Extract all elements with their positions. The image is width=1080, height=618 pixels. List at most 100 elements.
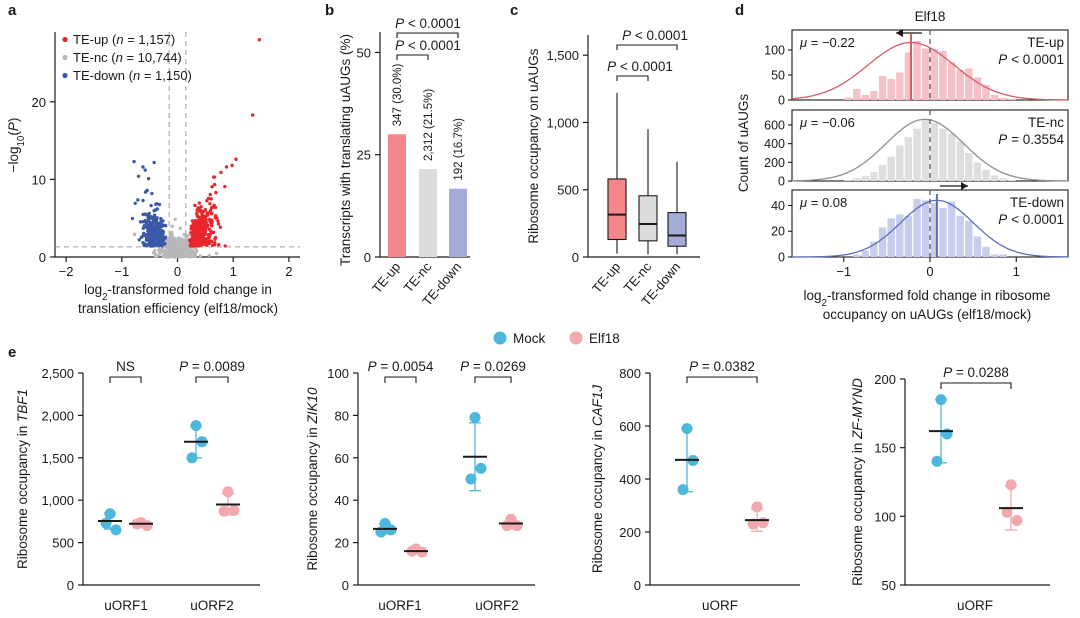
histogram-TE-nc: 0 200 400 600 μ = −0.06 TE-nc P = 0.3554 bbox=[764, 109, 1069, 189]
y-axis-title: Ribosome occupancy in CAF1J bbox=[590, 385, 605, 574]
histogram-bin bbox=[965, 152, 973, 181]
significance-bracket bbox=[109, 376, 142, 383]
data-point bbox=[199, 205, 203, 209]
p-value-label: P = 0.0269 bbox=[460, 359, 526, 374]
data-point bbox=[141, 165, 145, 169]
data-point bbox=[151, 220, 156, 224]
histogram-TE-up: 0 50 100 μ = −0.22 TE-up P < 0.0001 bbox=[764, 29, 1069, 108]
data-point bbox=[167, 246, 171, 251]
data-point bbox=[147, 236, 152, 240]
x-group-label: uORF1 bbox=[104, 598, 148, 613]
data-point bbox=[213, 235, 218, 240]
mock-data-point bbox=[100, 517, 112, 529]
data-point bbox=[157, 233, 161, 237]
p-value-label: P < 0.0001 bbox=[607, 59, 673, 74]
elf18-data-point bbox=[141, 520, 153, 532]
y-axis-title: Count of uAUGs bbox=[736, 94, 751, 193]
legend-label: Mock bbox=[513, 331, 546, 346]
legend-label: TE-down (n = 1,150) bbox=[73, 68, 192, 83]
data-point bbox=[207, 253, 211, 258]
histogram-bin bbox=[887, 156, 895, 181]
dot-plot-ZIK10: 0 20 40 60 80 100 Ribosome occupancy in ZIK10 P… bbox=[305, 359, 535, 613]
dot-plot-ZF-MYND: 50 100 150 200 Ribosome occupancy in ZF-MYND… bbox=[850, 365, 1050, 613]
data-point bbox=[205, 238, 210, 243]
histogram-bin bbox=[982, 246, 990, 257]
data-point bbox=[209, 206, 214, 210]
mock-data-point bbox=[385, 524, 397, 536]
data-point bbox=[174, 246, 179, 250]
data-point bbox=[150, 191, 154, 196]
mean-annotation: μ = −0.22 bbox=[799, 35, 855, 50]
data-point bbox=[257, 38, 262, 42]
histogram-bin bbox=[887, 79, 895, 100]
x-group-label: uORF2 bbox=[190, 598, 234, 613]
histogram-bin bbox=[852, 89, 861, 100]
y-tick-label: 1,500 bbox=[41, 451, 74, 466]
bar-TE-up bbox=[388, 134, 406, 257]
x-tick-label: 2 bbox=[285, 264, 292, 279]
y-axis-title: Ribosome occupancy in TBF1 bbox=[15, 389, 30, 569]
data-point bbox=[161, 232, 165, 236]
y-tick-label: 500 bbox=[52, 536, 74, 551]
elf18-data-point bbox=[1001, 506, 1013, 518]
data-point bbox=[148, 231, 152, 236]
data-point bbox=[189, 224, 194, 228]
data-point bbox=[214, 190, 218, 195]
histogram-bin bbox=[861, 175, 870, 181]
data-point bbox=[170, 224, 174, 228]
subplot-group-label: TE-down bbox=[1010, 195, 1064, 210]
data-point bbox=[151, 251, 156, 255]
data-point bbox=[223, 244, 227, 248]
elf18-data-point bbox=[751, 501, 763, 513]
shift-label: Elf18 bbox=[915, 9, 946, 24]
data-point bbox=[141, 212, 145, 217]
y-tick-label: 200 bbox=[874, 372, 896, 387]
y-tick-label: 2,000 bbox=[41, 408, 74, 423]
histogram-bin bbox=[930, 202, 939, 257]
y-tick-label: 600 bbox=[764, 118, 785, 132]
histogram-bin bbox=[973, 77, 982, 100]
histogram-bin bbox=[844, 180, 852, 181]
data-point bbox=[190, 252, 194, 257]
y-tick-label: 0 bbox=[572, 250, 579, 265]
bar-TE-nc bbox=[419, 169, 437, 257]
data-point bbox=[211, 175, 216, 179]
legend-marker-elf18 bbox=[569, 331, 583, 345]
x-tick-label: TE-up bbox=[589, 259, 623, 296]
data-point bbox=[208, 192, 212, 197]
histogram-bin bbox=[956, 70, 964, 100]
y-tick-label: 10 bbox=[32, 172, 46, 187]
data-point bbox=[178, 254, 182, 258]
mock-data-point bbox=[475, 462, 487, 474]
p-value-label: P = 0.0288 bbox=[943, 365, 1009, 380]
histogram-bin bbox=[947, 62, 956, 100]
p-value-label: P = 0.3554 bbox=[998, 132, 1064, 147]
data-point bbox=[144, 243, 149, 247]
data-point bbox=[230, 163, 234, 168]
data-point bbox=[150, 239, 155, 243]
x-tick-label: −1 bbox=[836, 264, 851, 279]
histogram-bin bbox=[870, 172, 878, 181]
significance-bracket bbox=[396, 54, 429, 60]
x-tick-label: 1 bbox=[230, 264, 237, 279]
histogram-bin bbox=[913, 199, 921, 257]
data-point bbox=[130, 216, 135, 221]
data-point bbox=[195, 249, 199, 253]
data-point bbox=[153, 217, 157, 221]
data-point bbox=[204, 243, 209, 247]
subplot-group-label: TE-nc bbox=[1028, 115, 1064, 130]
data-point bbox=[139, 235, 144, 240]
histogram-bin bbox=[947, 133, 956, 181]
data-point bbox=[176, 238, 181, 242]
histogram-bin bbox=[896, 72, 904, 100]
data-point bbox=[146, 176, 151, 181]
data-point bbox=[202, 209, 206, 213]
box-TE-nc bbox=[638, 195, 658, 242]
subplot-group-label: TE-up bbox=[1027, 35, 1064, 50]
right-shift-arrowhead bbox=[961, 182, 968, 190]
histogram-bin bbox=[913, 41, 921, 100]
data-point bbox=[208, 201, 212, 206]
histogram-bin bbox=[878, 165, 887, 181]
data-point bbox=[163, 242, 167, 246]
